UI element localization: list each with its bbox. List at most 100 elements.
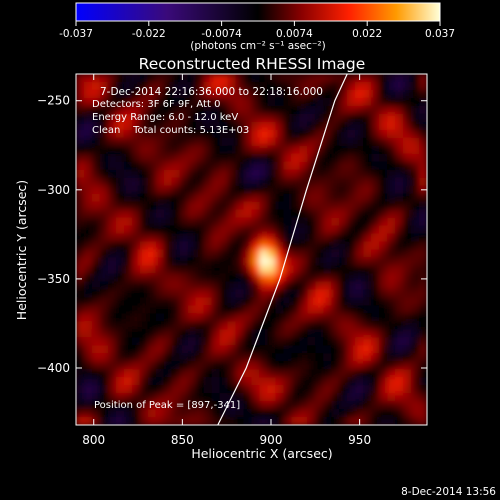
heatmap-cell: [123, 321, 133, 330]
heatmap-cell: [76, 201, 85, 211]
heatmap-cell: [363, 81, 372, 91]
heatmap-cell: [355, 409, 364, 418]
heatmap-cell: [331, 297, 340, 306]
heatmap-cell: [379, 409, 388, 418]
heatmap-cell: [275, 81, 285, 91]
heatmap-cell: [163, 113, 173, 123]
heatmap-cell: [123, 281, 133, 290]
heatmap-cell: [283, 385, 292, 394]
heatmap-cell: [379, 233, 388, 243]
heatmap-cell: [379, 249, 388, 259]
heatmap-cell: [339, 89, 348, 99]
heatmap-cell: [419, 313, 427, 322]
heatmap-cell: [115, 265, 125, 275]
heatmap-cell: [411, 281, 420, 290]
heatmap-cell: [179, 361, 189, 370]
heatmap-cell: [187, 329, 197, 338]
heatmap-cell: [83, 289, 93, 298]
heatmap-cell: [99, 265, 109, 275]
heatmap-cell: [291, 209, 300, 219]
heatmap-cell: [371, 393, 380, 402]
heatmap-cell: [347, 74, 356, 83]
heatmap-cell: [131, 369, 141, 378]
heatmap-cell: [227, 385, 237, 394]
heatmap-cell: [203, 329, 213, 338]
heatmap-cell: [227, 113, 237, 123]
heatmap-cell: [171, 249, 181, 259]
heatmap-cell: [219, 137, 229, 147]
heatmap-cell: [76, 297, 85, 306]
heatmap-cell: [307, 273, 316, 283]
heatmap-cell: [347, 185, 356, 195]
heatmap-cell: [283, 393, 292, 402]
heatmap-cell: [195, 169, 205, 179]
heatmap-cell: [323, 417, 332, 425]
heatmap-cell: [275, 281, 285, 290]
heatmap-cell: [387, 97, 396, 107]
heatmap-cell: [347, 265, 356, 275]
heatmap-cell: [99, 209, 109, 219]
y-tick-label: −350: [37, 272, 70, 286]
heatmap-cell: [243, 393, 253, 402]
heatmap-cell: [283, 81, 292, 91]
heatmap-cell: [347, 297, 356, 306]
heatmap-cell: [147, 137, 157, 147]
heatmap-cell: [379, 121, 388, 131]
heatmap-cell: [267, 233, 277, 243]
heatmap-cell: [211, 193, 221, 203]
heatmap-cell: [243, 129, 253, 139]
heatmap-cell: [259, 313, 269, 322]
heatmap-cell: [155, 409, 165, 418]
heatmap-cell: [163, 393, 173, 402]
heatmap-cell: [139, 161, 149, 171]
heatmap-cell: [251, 81, 261, 91]
heatmap-cell: [395, 169, 404, 179]
heatmap-cell: [251, 297, 261, 306]
heatmap-cell: [171, 113, 181, 123]
heatmap-cell: [155, 417, 165, 425]
heatmap-cell: [379, 377, 388, 386]
heatmap-cell: [179, 201, 189, 211]
heatmap-cell: [131, 305, 141, 314]
heatmap-cell: [331, 185, 340, 195]
heatmap-cell: [275, 97, 285, 107]
heatmap-cell: [411, 145, 420, 155]
heatmap-cell: [355, 177, 364, 187]
heatmap-cell: [235, 74, 245, 83]
heatmap-cell: [259, 369, 269, 378]
heatmap-cell: [163, 193, 173, 203]
heatmap-cell: [203, 225, 213, 235]
heatmap-cell: [243, 249, 253, 259]
heatmap-cell: [299, 81, 308, 91]
heatmap-cell: [155, 329, 165, 338]
heatmap-cell: [76, 169, 85, 179]
heatmap-cell: [419, 377, 427, 386]
heatmap-cell: [219, 153, 229, 163]
heatmap-cell: [139, 257, 149, 267]
heatmap-cell: [419, 161, 427, 171]
heatmap-cell: [307, 137, 316, 147]
colorbar: [75, 2, 441, 22]
heatmap-cell: [139, 153, 149, 163]
heatmap-cell: [331, 89, 340, 99]
heatmap-cell: [227, 377, 237, 386]
heatmap-cell: [371, 233, 380, 243]
heatmap-cell: [91, 137, 101, 147]
heatmap-cell: [419, 209, 427, 219]
heatmap-cell: [267, 329, 277, 338]
heatmap-cell: [83, 305, 93, 314]
heatmap-cell: [419, 193, 427, 203]
heatmap-cell: [299, 153, 308, 163]
heatmap-cell: [347, 193, 356, 203]
heatmap-cell: [155, 297, 165, 306]
heatmap-cell: [411, 241, 420, 251]
heatmap-cell: [395, 137, 404, 147]
heatmap-cell: [139, 417, 149, 425]
heatmap-cell: [259, 345, 269, 354]
heatmap-cell: [115, 257, 125, 267]
heatmap-cell: [259, 265, 269, 275]
heatmap-cell: [91, 193, 101, 203]
heatmap-cell: [307, 89, 316, 99]
heatmap-cell: [419, 329, 427, 338]
heatmap-cell: [283, 97, 292, 107]
